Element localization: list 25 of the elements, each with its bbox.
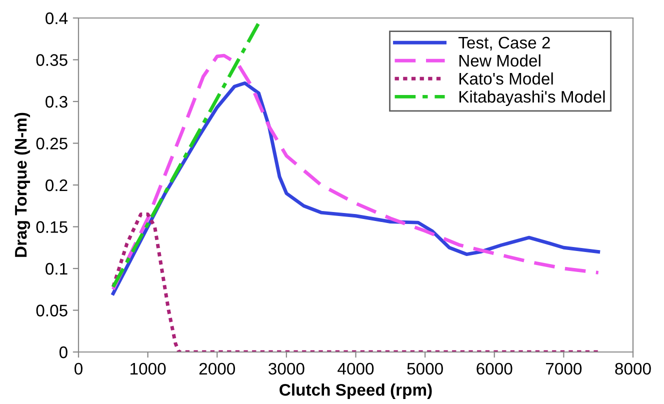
y-tick-label: 0.15 [36, 221, 68, 233]
y-axis-title: Drag Torque (N-m) [14, 112, 30, 257]
x-tick-label: 4000 [338, 362, 374, 375]
y-tick-label: 0.4 [46, 12, 68, 24]
line-series [111, 212, 600, 352]
x-axis-title: Clutch Speed (rpm) [280, 384, 432, 400]
x-tick-label: 1000 [130, 362, 166, 375]
legend-label: New Model [459, 54, 540, 67]
x-tick-label: 6000 [476, 362, 512, 375]
y-tick-label: 0.05 [36, 304, 68, 316]
x-tick-label: 0 [74, 362, 82, 375]
y-tick-label: 0.2 [46, 179, 68, 192]
x-tick-label: 2000 [199, 362, 236, 375]
x-tick-label: 7000 [546, 362, 582, 375]
y-tick-label: 0.25 [36, 138, 68, 150]
x-tick-label: 5000 [407, 362, 443, 375]
y-tick-label: 0.1 [46, 262, 68, 275]
y-tick-label: 0.35 [36, 54, 68, 66]
x-tick-label: 8000 [615, 362, 651, 375]
legend-label: Kitabayashi's Model [459, 90, 605, 106]
y-tick-label: 0.3 [46, 96, 68, 108]
legend-label: Kato's Model [459, 72, 553, 85]
legend-label: Test, Case 2 [458, 36, 550, 51]
y-tick-label: 0 [59, 346, 68, 358]
x-tick-label: 3000 [268, 362, 304, 375]
